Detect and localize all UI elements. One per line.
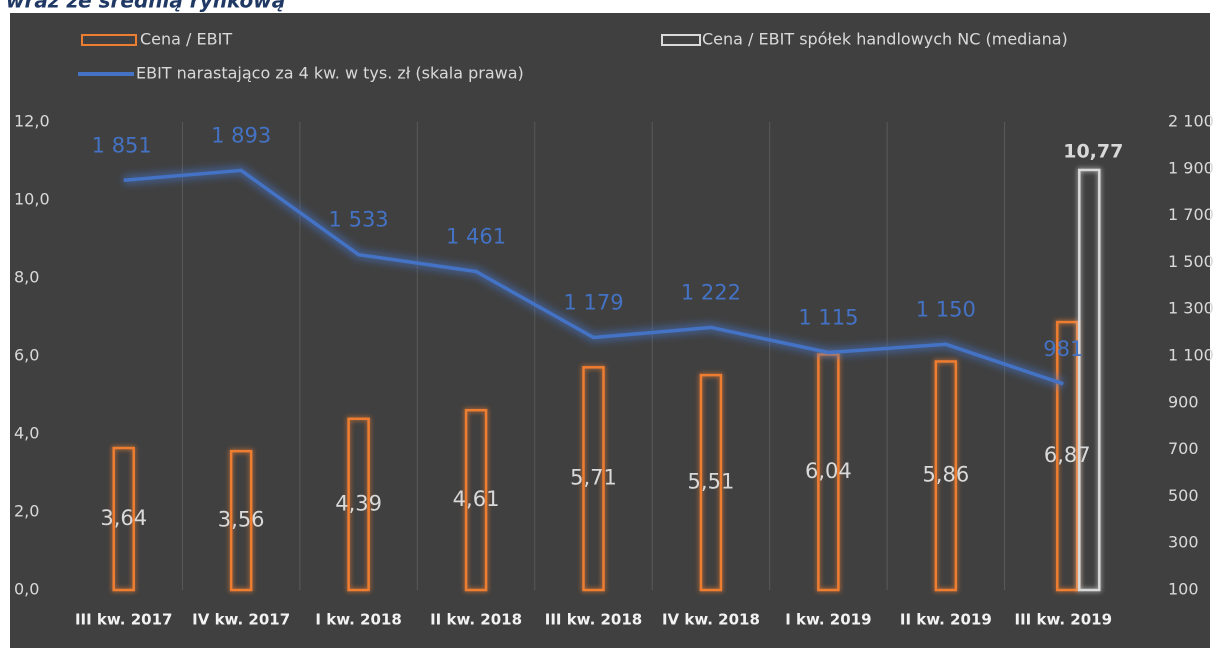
bar — [699, 373, 723, 592]
y2-tick-label: 1 900 — [1168, 158, 1214, 177]
data-label: 5,86 — [922, 463, 969, 487]
bar — [229, 449, 253, 592]
bar — [934, 360, 958, 592]
legend-swatch — [661, 34, 701, 46]
data-label: 6,87 — [1044, 443, 1091, 467]
y2-tick-label: 1 100 — [1168, 346, 1214, 365]
bar — [347, 417, 370, 592]
y-tick-label: 0,0 — [14, 580, 39, 599]
legend-label: EBIT narastająco za 4 kw. w tys. zł (ska… — [136, 64, 524, 83]
data-label: 5,71 — [570, 466, 617, 490]
data-label: 4,39 — [335, 491, 382, 515]
x-tick-label: I kw. 2018 — [315, 611, 401, 629]
data-label: 1 115 — [798, 305, 858, 329]
x-tick-label: III kw. 2018 — [545, 611, 643, 629]
y2-tick-label: 500 — [1168, 486, 1199, 505]
data-label: 10,77 — [1063, 140, 1123, 162]
data-label: 4,61 — [453, 487, 500, 511]
legend-swatch — [81, 34, 137, 46]
y-tick-label: 8,0 — [14, 268, 39, 287]
y2-tick-label: 700 — [1168, 439, 1199, 458]
data-label: 3,64 — [100, 506, 147, 530]
data-label: 1 222 — [681, 280, 741, 304]
x-tick-label: IV kw. 2017 — [192, 611, 290, 629]
y2-tick-label: 1 700 — [1168, 205, 1214, 224]
data-label: 3,56 — [218, 508, 265, 532]
y-tick-label: 6,0 — [14, 346, 39, 365]
data-label: 1 893 — [211, 123, 271, 147]
y-tick-label: 4,0 — [14, 424, 39, 443]
data-label: 1 150 — [916, 297, 976, 321]
bar — [464, 408, 488, 592]
x-tick-label: II kw. 2019 — [900, 611, 992, 629]
line — [123, 168, 1064, 386]
y2-tick-label: 1 300 — [1168, 299, 1214, 318]
x-tick-label: II kw. 2018 — [430, 611, 522, 629]
y-tick-label: 2,0 — [14, 502, 39, 521]
x-tick-label: IV kw. 2018 — [662, 611, 760, 629]
y-tick-label: 12,0 — [14, 112, 50, 131]
y-tick-label: 10,0 — [14, 190, 50, 209]
data-label: 1 533 — [329, 208, 389, 232]
data-label: 981 — [1043, 337, 1083, 361]
legend-label: Cena / EBIT spółek handlowych NC (median… — [702, 30, 1068, 49]
y2-tick-label: 2 100 — [1168, 112, 1214, 131]
data-label: 1 461 — [446, 225, 506, 249]
x-tick-label: I kw. 2019 — [785, 611, 871, 629]
x-tick-label: III kw. 2019 — [1015, 611, 1113, 629]
bar — [582, 366, 605, 592]
legend-label: Cena / EBIT — [140, 30, 232, 49]
chart-title: wraz ze średnią rynkową — [6, 0, 285, 13]
data-label: 6,04 — [805, 459, 852, 483]
y2-tick-label: 1 500 — [1168, 252, 1214, 271]
chart-background — [10, 13, 1210, 648]
data-label: 1 851 — [92, 133, 152, 157]
data-label: 5,51 — [688, 470, 735, 494]
y2-tick-label: 100 — [1168, 580, 1199, 599]
x-tick-label: III kw. 2017 — [75, 611, 173, 629]
y2-tick-label: 300 — [1168, 533, 1199, 552]
bar — [112, 446, 135, 592]
data-label: 1 179 — [563, 291, 623, 315]
bar — [1078, 168, 1101, 592]
y2-tick-label: 900 — [1168, 392, 1199, 411]
